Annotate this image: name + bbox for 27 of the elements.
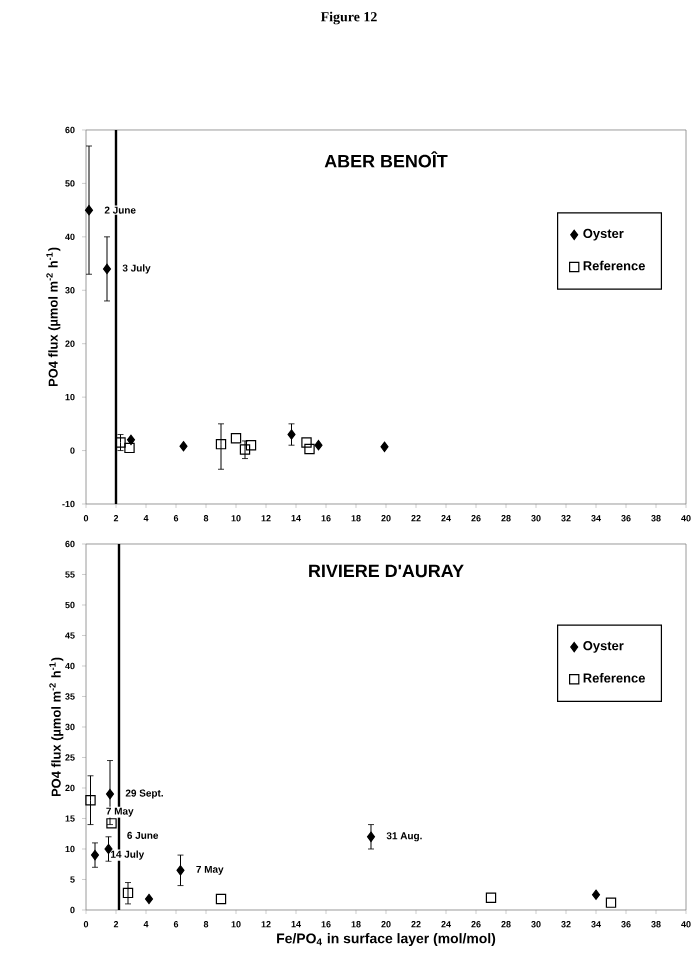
point	[179, 441, 188, 452]
point	[126, 434, 136, 446]
point	[176, 865, 185, 876]
point	[287, 429, 296, 440]
point	[90, 849, 100, 861]
point	[239, 444, 251, 455]
point	[215, 438, 227, 450]
text: RIVIERE D'AURAY	[309, 564, 464, 578]
point	[124, 442, 135, 454]
point	[84, 204, 94, 216]
point	[105, 788, 115, 800]
point	[304, 443, 315, 455]
point	[102, 263, 112, 275]
point	[366, 831, 376, 842]
point	[85, 795, 96, 806]
point	[230, 433, 242, 444]
point	[380, 441, 389, 453]
point	[591, 889, 601, 900]
point	[215, 893, 227, 905]
point	[104, 843, 113, 855]
point	[144, 893, 154, 905]
point	[314, 440, 323, 451]
text: ABER BENOÎT	[324, 151, 448, 168]
point	[301, 437, 312, 448]
point	[122, 887, 134, 899]
point	[485, 892, 497, 903]
point	[605, 897, 617, 908]
